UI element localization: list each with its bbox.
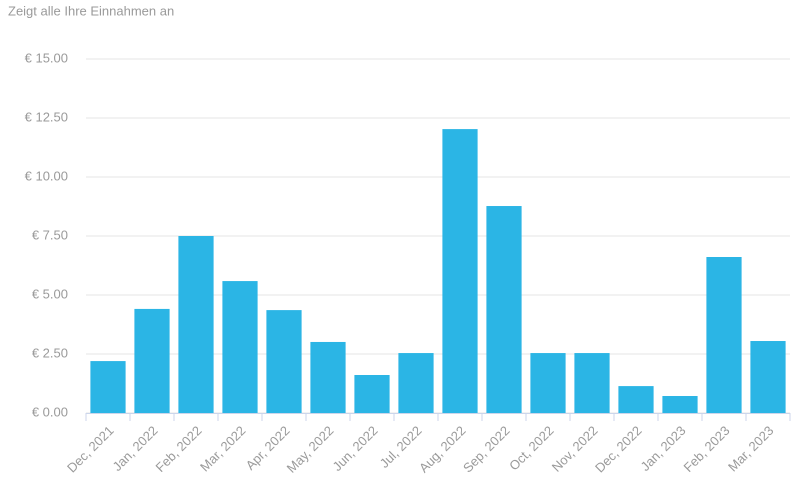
x-tick-label: Jun, 2022 bbox=[330, 423, 381, 474]
x-tick-label: Mar, 2022 bbox=[197, 423, 248, 474]
x-tick-label: Dec, 2022 bbox=[592, 423, 645, 476]
x-tick-label: Mar, 2023 bbox=[725, 423, 776, 474]
x-tick-label: Sep, 2022 bbox=[460, 423, 513, 476]
y-tick-label: € 5.00 bbox=[32, 286, 68, 301]
bar bbox=[486, 206, 522, 413]
y-tick-label: € 10.00 bbox=[25, 168, 68, 183]
bar bbox=[354, 375, 390, 413]
bar bbox=[530, 353, 566, 413]
bar bbox=[442, 129, 478, 414]
bar bbox=[750, 341, 786, 413]
bar bbox=[134, 308, 170, 413]
y-tick-label: € 15.00 bbox=[25, 50, 68, 65]
x-tick-label: Jan, 2022 bbox=[110, 423, 161, 474]
bar bbox=[398, 353, 434, 413]
bar bbox=[706, 257, 742, 413]
bar bbox=[90, 361, 126, 413]
x-tick-label: Feb, 2023 bbox=[681, 423, 733, 475]
x-tick-label: May, 2022 bbox=[284, 423, 337, 476]
x-tick-label: Aug, 2022 bbox=[416, 423, 469, 476]
bar bbox=[310, 341, 346, 413]
x-tick-label: Jan, 2023 bbox=[638, 423, 689, 474]
x-tick-label: Dec, 2021 bbox=[64, 423, 117, 476]
x-tick-label: Nov, 2022 bbox=[549, 423, 601, 475]
x-tick-label: Oct, 2022 bbox=[506, 423, 556, 473]
bar bbox=[574, 353, 610, 413]
y-tick-label: € 12.50 bbox=[25, 109, 68, 124]
bar bbox=[178, 236, 214, 413]
y-tick-label: € 7.50 bbox=[32, 227, 68, 242]
y-tick-label: € 2.50 bbox=[32, 345, 68, 360]
y-tick-label: € 0.00 bbox=[32, 404, 68, 419]
chart-subtitle: Zeigt alle Ihre Einnahmen an bbox=[8, 3, 174, 18]
bar bbox=[266, 310, 302, 413]
bar bbox=[618, 386, 654, 413]
bar bbox=[222, 281, 258, 413]
x-tick-label: Feb, 2022 bbox=[153, 423, 205, 475]
bar bbox=[662, 396, 698, 413]
